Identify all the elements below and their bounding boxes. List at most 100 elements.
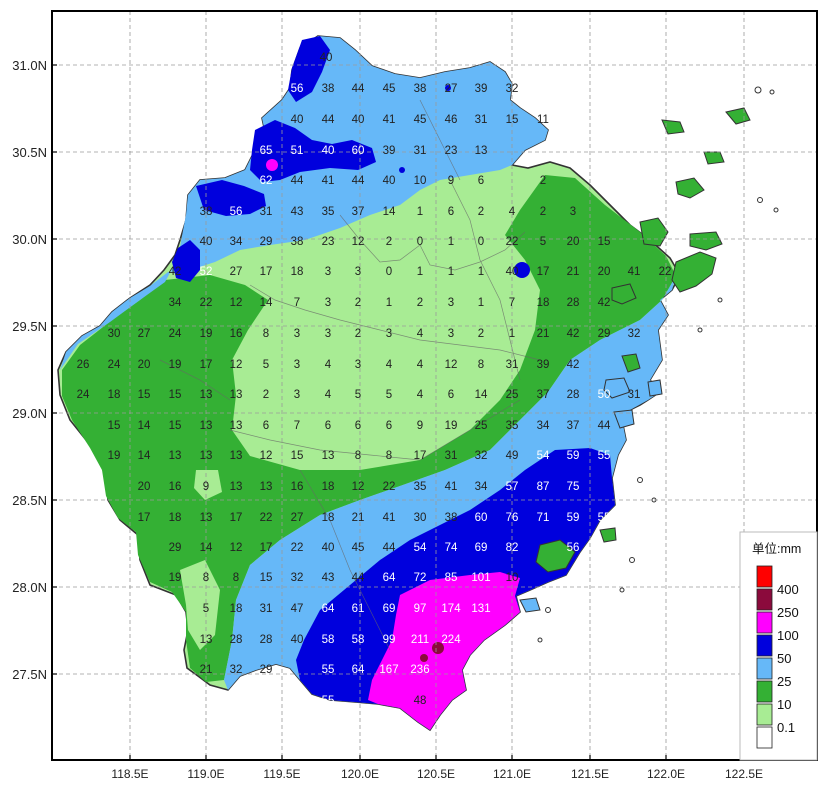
station-value: 29 — [260, 664, 273, 676]
station-value: 24 — [77, 389, 90, 401]
station-value: 24 — [108, 359, 121, 371]
station-value: 28 — [230, 634, 243, 646]
latitude-label: 27.5N — [12, 667, 47, 682]
station-value: 22 — [383, 481, 396, 493]
legend-label: 25 — [777, 674, 791, 689]
station-value: 41 — [628, 266, 641, 278]
station-value: 15 — [169, 389, 182, 401]
station-value: 3 — [386, 328, 392, 340]
station-value: 14 — [475, 389, 488, 401]
station-value: 0 — [386, 266, 392, 278]
station-value: 17 — [537, 266, 550, 278]
station-value: 27 — [445, 83, 458, 95]
station-value: 1 — [386, 297, 392, 309]
station-value: 22 — [506, 236, 519, 248]
station-value: 44 — [598, 420, 611, 432]
station-value: 58 — [322, 634, 335, 646]
station-value: 85 — [445, 572, 458, 584]
station-value: 15 — [138, 389, 151, 401]
station-value: 34 — [475, 481, 488, 493]
station-value: 37 — [567, 420, 580, 432]
station-value: 62 — [260, 175, 273, 187]
station-value: 2 — [417, 297, 423, 309]
station-value: 54 — [537, 450, 550, 462]
longitude-labels: 118.5E 119.0E 119.5E 120.0E 120.5E 121.0E 121.… — [111, 755, 763, 781]
station-value: 3 — [325, 266, 331, 278]
station-value: 35 — [414, 481, 427, 493]
station-value: 29 — [169, 542, 182, 554]
station-value: 1 — [478, 266, 484, 278]
station-value: 13 — [230, 450, 243, 462]
station-value: 101 — [471, 572, 490, 584]
station-value: 47 — [291, 603, 304, 615]
station-value: 76 — [506, 512, 519, 524]
rain-band-moderate — [62, 175, 676, 682]
station-value: 6 — [325, 420, 331, 432]
station-value: 15 — [291, 450, 304, 462]
station-value: 18 — [291, 266, 304, 278]
station-value: 74 — [445, 542, 458, 554]
station-value: 41 — [322, 175, 335, 187]
station-value: 5 — [203, 603, 209, 615]
station-value: 35 — [506, 420, 519, 432]
station-value: 24 — [169, 328, 182, 340]
station-value: 72 — [414, 572, 427, 584]
station-value: 41 — [445, 481, 458, 493]
station-value: 40 — [322, 145, 335, 157]
station-value: 37 — [352, 206, 365, 218]
station-value: 31 — [475, 114, 488, 126]
station-value: 17 — [260, 266, 273, 278]
legend: 单位:mm 400 250 100 50 25 10 0.1 — [739, 531, 818, 761]
station-value: 75 — [567, 481, 580, 493]
station-value: 3 — [325, 328, 331, 340]
station-value: 236 — [410, 664, 429, 676]
station-value: 17 — [414, 450, 427, 462]
station-value: 17 — [200, 359, 213, 371]
station-value: 19 — [169, 572, 182, 584]
station-value: 16 — [291, 481, 304, 493]
station-value: 21 — [537, 328, 550, 340]
station-value: 19 — [169, 359, 182, 371]
station-value: 28 — [567, 389, 580, 401]
station-value: 4 — [325, 359, 332, 371]
station-value: 32 — [506, 83, 519, 95]
station-value: 60 — [352, 145, 365, 157]
station-value: 54 — [414, 542, 427, 554]
station-value: 28 — [260, 634, 273, 646]
station-value: 13 — [322, 450, 335, 462]
station-value: 1 — [509, 328, 515, 340]
station-value: 45 — [383, 83, 396, 95]
station-value: 7 — [509, 297, 515, 309]
station-value: 52 — [200, 266, 213, 278]
grid-lines — [52, 11, 817, 760]
station-value: 40 — [291, 114, 304, 126]
longitude-label: 120.5E — [417, 767, 455, 781]
station-value: 4 — [386, 359, 393, 371]
station-value: 3 — [448, 328, 454, 340]
station-value: 13 — [200, 389, 213, 401]
station-value: 4 — [509, 206, 516, 218]
station-value: 4 — [417, 389, 424, 401]
station-value: 32 — [230, 664, 243, 676]
legend-label: 10 — [777, 697, 791, 712]
station-value: 8 — [386, 450, 392, 462]
station-value: 38 — [322, 83, 335, 95]
station-value: 40 — [320, 52, 333, 64]
station-value: 31 — [506, 359, 519, 371]
latitude-label: 28.5N — [12, 493, 47, 508]
legend-box — [739, 531, 818, 761]
rain-band-light-pocket — [180, 560, 220, 650]
station-value: 45 — [414, 114, 427, 126]
station-value: 2 — [540, 175, 546, 187]
station-value: 39 — [475, 83, 488, 95]
station-value: 14 — [138, 420, 151, 432]
station-value: 4 — [417, 328, 424, 340]
station-value: 13 — [200, 634, 213, 646]
station-value: 2 — [478, 328, 484, 340]
station-value: 12 — [352, 481, 365, 493]
station-value: 43 — [322, 572, 335, 584]
station-value: 55 — [322, 695, 335, 707]
station-value: 30 — [108, 328, 121, 340]
station-value: 44 — [291, 175, 304, 187]
